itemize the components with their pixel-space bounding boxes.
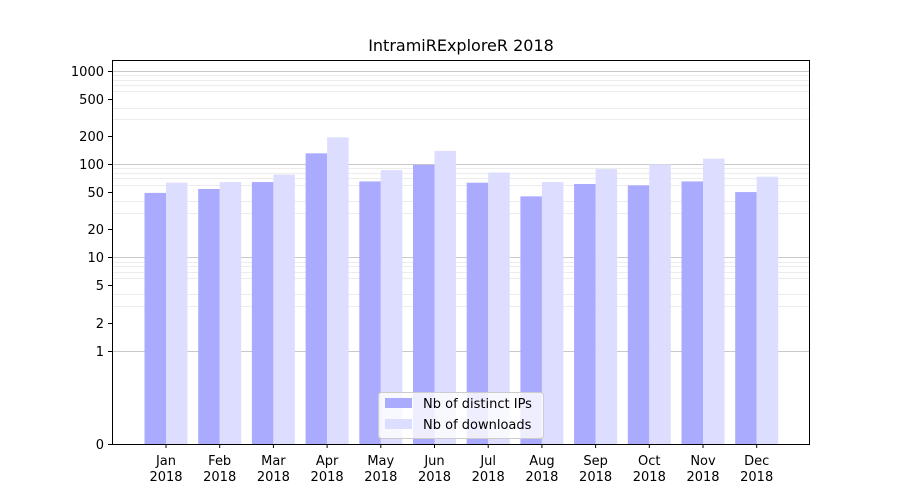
bars — [144, 137, 779, 445]
x-tick-label: Jul 2018 — [472, 454, 505, 485]
bar-downloads — [756, 176, 779, 445]
y-tick-label: 100 — [79, 158, 104, 173]
legend-swatch-ips — [385, 398, 412, 408]
x-axis: Jan 2018 Feb 2018 Mar 2018 Apr 2018 May 2018 Jun 20… — [149, 444, 773, 485]
bar-distinct-ips — [520, 196, 542, 444]
x-tick-label: Apr 2018 — [311, 454, 344, 485]
bar-distinct-ips — [251, 182, 274, 444]
y-tick-label: 5 — [96, 279, 104, 294]
x-tick-label: Dec 2018 — [740, 454, 773, 485]
bar-downloads — [541, 182, 564, 444]
bar-distinct-ips — [681, 181, 703, 444]
y-tick-label: 10 — [87, 251, 104, 266]
x-tick-label: Jun 2018 — [418, 454, 451, 485]
x-tick-label: Aug 2018 — [525, 454, 558, 485]
chart-title: IntramiRExploreR 2018 — [368, 36, 554, 55]
bar-downloads — [434, 150, 456, 445]
bar-downloads — [219, 182, 242, 444]
y-tick-label: 50 — [87, 186, 104, 201]
bar-downloads — [703, 158, 725, 445]
legend-label-downloads: Nb of downloads — [423, 418, 532, 433]
y-tick-label: 2 — [96, 317, 104, 332]
bar-downloads — [649, 164, 671, 444]
legend-swatch-downloads — [385, 419, 412, 429]
bar-downloads — [327, 137, 349, 444]
bar-downloads — [595, 169, 618, 444]
bar-distinct-ips — [305, 153, 328, 444]
y-tick-label: 500 — [79, 93, 104, 108]
bar-downloads — [380, 170, 403, 444]
bar-distinct-ips — [574, 184, 596, 444]
y-tick-label: 200 — [79, 130, 104, 145]
bar-distinct-ips — [735, 192, 757, 444]
bar-distinct-ips — [627, 185, 650, 444]
y-tick-label: 1000 — [71, 65, 104, 80]
y-tick-label: 1 — [96, 345, 104, 360]
x-tick-label: Sep 2018 — [579, 454, 612, 485]
y-tick-label: 20 — [87, 223, 104, 238]
bar-distinct-ips — [359, 181, 381, 444]
legend: Nb of distinct IPs Nb of downloads — [378, 392, 544, 439]
legend-box — [378, 392, 544, 439]
y-tick-label: 0 — [96, 438, 104, 453]
x-tick-label: Jan 2018 — [149, 454, 182, 485]
bar-distinct-ips — [198, 188, 220, 444]
x-tick-label: Nov 2018 — [686, 454, 719, 485]
bar-downloads — [166, 182, 188, 444]
bar-distinct-ips — [413, 164, 435, 445]
legend-label-ips: Nb of distinct IPs — [423, 397, 532, 412]
plot-frame — [112, 60, 810, 445]
y-axis: 0 1 2 5 10 20 50 100 200 500 1000 — [71, 65, 112, 453]
bar-downloads — [273, 174, 295, 444]
bar-distinct-ips — [466, 182, 489, 444]
x-tick-label: Mar 2018 — [257, 454, 290, 485]
x-tick-label: May 2018 — [364, 454, 397, 485]
x-tick-label: Feb 2018 — [203, 454, 236, 485]
x-tick-label: Oct 2018 — [633, 454, 666, 485]
bar-downloads — [488, 172, 510, 444]
bar-distinct-ips — [144, 192, 166, 444]
